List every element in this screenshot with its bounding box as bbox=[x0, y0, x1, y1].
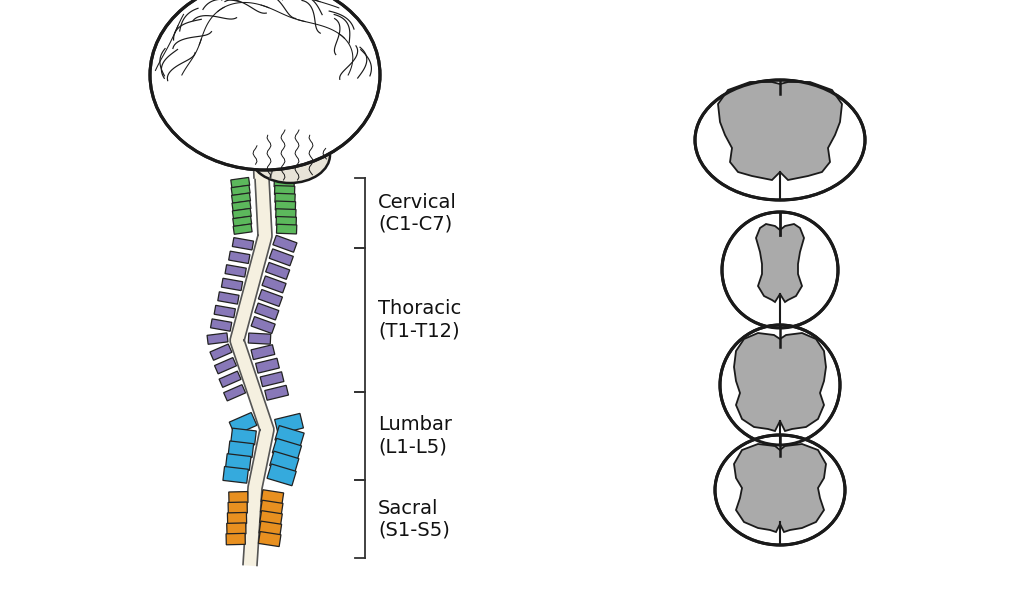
Bar bbox=[228, 502, 248, 514]
Bar bbox=[272, 439, 301, 460]
Bar bbox=[228, 441, 254, 458]
Bar bbox=[276, 224, 297, 234]
Bar bbox=[230, 178, 250, 188]
Ellipse shape bbox=[150, 0, 380, 170]
Bar bbox=[261, 490, 284, 505]
Bar bbox=[276, 217, 296, 226]
Bar bbox=[275, 201, 296, 210]
Bar bbox=[274, 185, 295, 195]
Bar bbox=[218, 292, 239, 304]
Bar bbox=[260, 371, 284, 387]
Polygon shape bbox=[756, 224, 804, 302]
Bar bbox=[232, 201, 251, 211]
Bar bbox=[227, 512, 247, 524]
Bar bbox=[214, 306, 236, 318]
Text: Cervical
(C1-C7): Cervical (C1-C7) bbox=[378, 193, 457, 234]
Bar bbox=[232, 209, 251, 219]
Bar bbox=[233, 224, 252, 234]
Bar bbox=[207, 333, 228, 344]
Ellipse shape bbox=[695, 80, 865, 200]
Text: Sacral
(S1-S5): Sacral (S1-S5) bbox=[378, 498, 450, 539]
Bar bbox=[225, 454, 251, 470]
Polygon shape bbox=[230, 178, 273, 565]
Bar bbox=[256, 358, 280, 373]
Bar bbox=[228, 251, 250, 264]
Ellipse shape bbox=[715, 435, 845, 545]
Bar bbox=[232, 238, 254, 250]
Text: Thoracic
(T1-T12): Thoracic (T1-T12) bbox=[378, 300, 461, 340]
Bar bbox=[219, 371, 241, 387]
Bar bbox=[259, 521, 282, 536]
Bar bbox=[267, 464, 296, 486]
Bar bbox=[232, 216, 252, 226]
Bar bbox=[274, 178, 294, 187]
Bar bbox=[251, 317, 275, 334]
Bar bbox=[226, 523, 246, 534]
Bar bbox=[221, 278, 243, 290]
Bar bbox=[258, 290, 283, 306]
Circle shape bbox=[722, 212, 838, 328]
Bar bbox=[272, 235, 297, 253]
Polygon shape bbox=[718, 82, 842, 180]
Bar bbox=[258, 531, 281, 547]
Bar bbox=[231, 193, 251, 203]
Bar bbox=[255, 303, 279, 320]
Bar bbox=[210, 344, 231, 361]
Bar bbox=[269, 249, 293, 266]
Bar bbox=[230, 428, 256, 445]
Bar bbox=[275, 209, 296, 218]
Bar bbox=[274, 414, 303, 434]
Polygon shape bbox=[734, 444, 826, 532]
Bar bbox=[231, 185, 250, 196]
Bar bbox=[265, 262, 290, 279]
Bar bbox=[262, 276, 286, 293]
Polygon shape bbox=[253, 155, 278, 178]
Polygon shape bbox=[734, 333, 826, 431]
Bar bbox=[260, 511, 283, 526]
Bar bbox=[228, 492, 248, 503]
Circle shape bbox=[720, 325, 840, 445]
Bar bbox=[248, 333, 270, 344]
Bar bbox=[269, 451, 299, 473]
Bar bbox=[274, 193, 295, 203]
Bar bbox=[265, 386, 289, 400]
Bar bbox=[225, 265, 247, 277]
Bar bbox=[260, 500, 283, 515]
Bar bbox=[223, 385, 246, 401]
Text: Lumbar
(L1-L5): Lumbar (L1-L5) bbox=[378, 415, 452, 456]
Bar bbox=[214, 357, 237, 374]
Bar bbox=[223, 467, 249, 483]
Bar bbox=[226, 533, 246, 545]
Bar bbox=[251, 345, 274, 360]
Bar bbox=[229, 412, 257, 435]
Bar bbox=[275, 426, 304, 447]
Ellipse shape bbox=[250, 127, 330, 183]
Bar bbox=[211, 319, 231, 331]
